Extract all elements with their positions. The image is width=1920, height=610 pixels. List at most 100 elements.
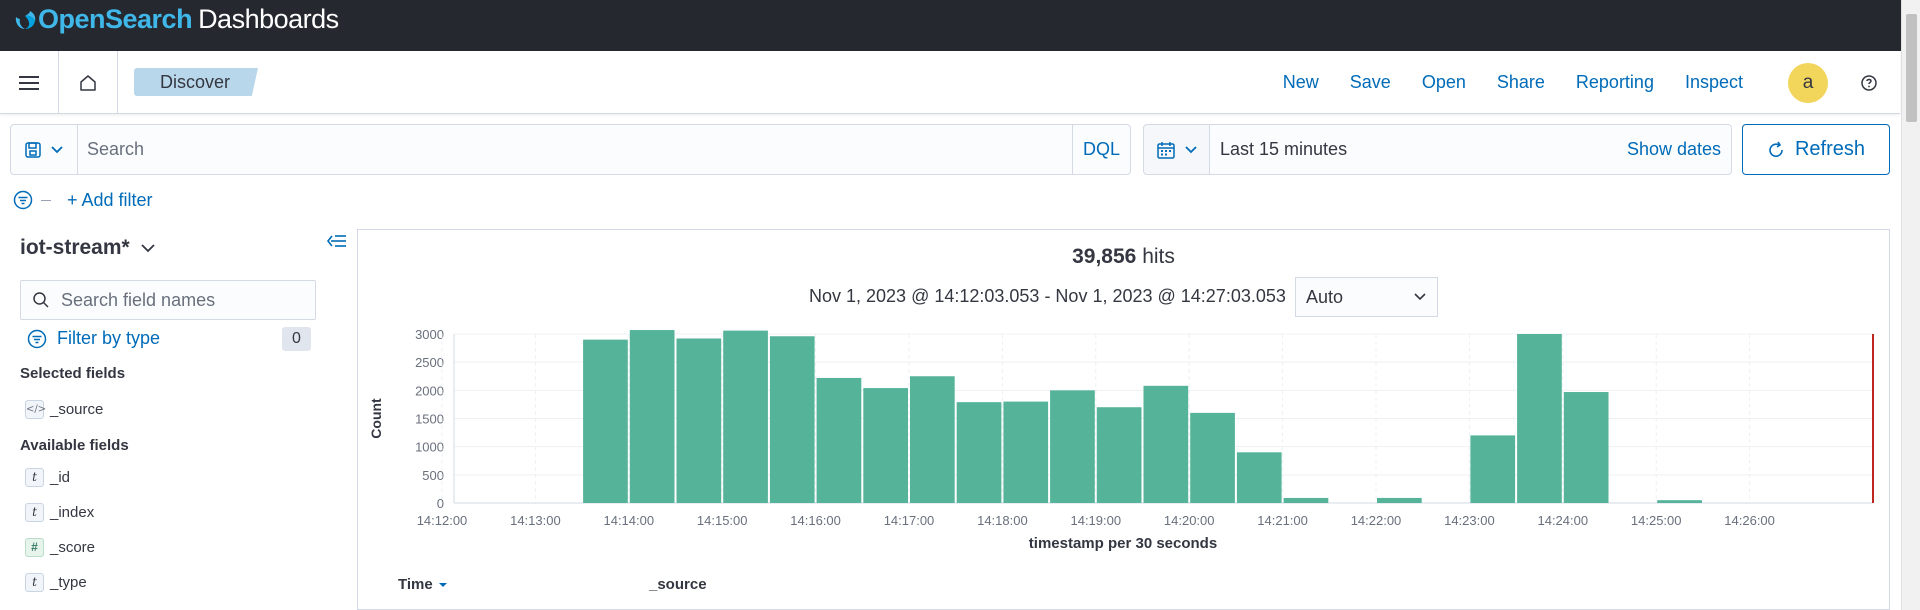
time-header-label: Time bbox=[398, 576, 433, 593]
filter-by-type-label: Filter by type bbox=[57, 328, 161, 348]
histogram-bar bbox=[1050, 390, 1095, 503]
filter-by-type-button[interactable]: Filter by type bbox=[27, 328, 160, 349]
x-tick-label: 14:15:00 bbox=[697, 513, 748, 526]
field-item[interactable]: t _id bbox=[25, 468, 70, 487]
x-tick-label: 14:17:00 bbox=[884, 513, 935, 526]
histogram-bar bbox=[1143, 385, 1189, 503]
hits-count: 39,856 bbox=[1072, 245, 1137, 268]
chevron-down-icon bbox=[51, 145, 63, 153]
x-tick-label: 14:25:00 bbox=[1631, 513, 1682, 526]
histogram-bar bbox=[910, 376, 955, 503]
home-button[interactable] bbox=[59, 51, 118, 114]
filter-menu-icon[interactable] bbox=[13, 190, 33, 210]
time-column-header[interactable]: Time bbox=[398, 576, 449, 593]
home-icon bbox=[80, 74, 96, 91]
menu-share-link[interactable]: Share bbox=[1496, 72, 1545, 92]
y-tick-label: 500 bbox=[422, 468, 444, 483]
field-name: _id bbox=[50, 469, 71, 486]
source-code-icon: </> bbox=[25, 400, 46, 419]
string-type-icon: t bbox=[25, 573, 44, 592]
nav-bar: Discover New Save Open Share Reporting I… bbox=[0, 51, 1900, 114]
brand-name-part2: Dashboards bbox=[198, 4, 339, 34]
menu-reporting-link[interactable]: Reporting bbox=[1575, 72, 1654, 92]
field-item[interactable]: # _score bbox=[25, 538, 95, 557]
histogram-bar bbox=[723, 330, 768, 503]
menu-toggle-button[interactable] bbox=[0, 51, 59, 114]
index-pattern-selector[interactable]: iot-stream* bbox=[20, 236, 156, 260]
selected-fields-header: Selected fields bbox=[20, 365, 126, 382]
x-tick-label: 14:23:00 bbox=[1444, 513, 1495, 526]
histogram-bar bbox=[1377, 497, 1422, 503]
field-name: _source bbox=[50, 401, 104, 418]
top-menu: New Save Open Share Reporting Inspect bbox=[1283, 51, 1743, 114]
menu-open-link[interactable]: Open bbox=[1421, 72, 1466, 92]
brand-logo[interactable]: OpenSearch Dashboards bbox=[12, 4, 339, 35]
time-range-display[interactable]: Last 15 minutes Show dates bbox=[1209, 124, 1732, 175]
available-fields-header: Available fields bbox=[20, 437, 129, 454]
hamburger-icon bbox=[19, 75, 39, 90]
field-item[interactable]: </> _source bbox=[25, 400, 103, 419]
x-axis-title: timestamp per 30 seconds bbox=[1028, 535, 1218, 552]
string-type-icon: t bbox=[25, 503, 44, 522]
breadcrumb-discover[interactable]: Discover bbox=[134, 68, 259, 96]
sort-down-icon[interactable] bbox=[437, 580, 449, 590]
x-tick-label: 14:24:00 bbox=[1537, 513, 1588, 526]
table-header-row bbox=[358, 570, 1889, 610]
field-item[interactable]: t _type bbox=[25, 573, 87, 592]
calendar-icon bbox=[1157, 141, 1175, 159]
add-filter-button[interactable]: + Add filter bbox=[67, 189, 153, 210]
field-search-input[interactable]: Search field names bbox=[20, 280, 316, 320]
collapse-sidebar-icon[interactable] bbox=[326, 233, 348, 249]
scrollbar-thumb[interactable] bbox=[1906, 14, 1917, 122]
x-tick-label: 14:16:00 bbox=[790, 513, 841, 526]
chevron-down-icon bbox=[1414, 293, 1426, 301]
y-tick-label: 2000 bbox=[415, 383, 444, 398]
y-tick-label: 3000 bbox=[415, 327, 444, 342]
filter-count-badge: 0 bbox=[282, 327, 311, 351]
y-axis-title: Count bbox=[368, 398, 384, 439]
menu-save-link[interactable]: Save bbox=[1349, 72, 1391, 92]
field-name: _score bbox=[50, 539, 96, 556]
page-scrollbar[interactable] bbox=[1901, 0, 1920, 610]
help-icon[interactable] bbox=[1859, 73, 1879, 93]
x-tick-label: 14:22:00 bbox=[1351, 513, 1402, 526]
histogram-bar bbox=[1236, 452, 1282, 503]
opensearch-logo-icon bbox=[15, 10, 36, 29]
histogram-bar bbox=[1190, 412, 1235, 503]
field-sidebar: iot-stream* Search field names Filter by… bbox=[0, 225, 348, 610]
interval-select[interactable]: Auto bbox=[1295, 277, 1438, 317]
user-avatar[interactable]: a bbox=[1788, 63, 1828, 103]
histogram-bar bbox=[816, 377, 862, 503]
index-pattern-label: iot-stream* bbox=[20, 236, 130, 259]
histogram-bar bbox=[1470, 435, 1516, 503]
x-tick-label: 14:14:00 bbox=[603, 513, 654, 526]
saved-queries-button[interactable] bbox=[10, 124, 77, 175]
time-range-label: Last 15 minutes bbox=[1220, 139, 1348, 159]
histogram-chart: 0 500 1000 1500 2000 2500 3000 14:12:00 14:13:00… bbox=[368, 327, 1874, 526]
refresh-button[interactable]: Refresh bbox=[1742, 124, 1890, 175]
hits-label: hits bbox=[1142, 245, 1175, 268]
interval-value: Auto bbox=[1306, 287, 1344, 307]
menu-new-link[interactable]: New bbox=[1282, 72, 1319, 92]
date-quick-select-button[interactable] bbox=[1143, 124, 1210, 175]
y-tick-label: 2500 bbox=[415, 355, 444, 370]
y-tick-label: 1500 bbox=[415, 412, 444, 427]
field-search-placeholder: Search field names bbox=[61, 290, 216, 310]
field-name: _index bbox=[50, 504, 95, 521]
chevron-down-icon bbox=[1185, 145, 1197, 153]
histogram-bar bbox=[1096, 407, 1142, 503]
histogram-bar bbox=[1657, 500, 1702, 503]
source-column-header: _source bbox=[649, 576, 707, 593]
query-language-button[interactable]: DQL bbox=[1072, 124, 1131, 175]
y-tick-label: 0 bbox=[437, 496, 444, 511]
x-tick-label: 14:26:00 bbox=[1724, 513, 1775, 526]
search-input[interactable]: Search bbox=[77, 124, 1073, 175]
time-range-text: Nov 1, 2023 @ 14:12:03.053 - Nov 1, 2023… bbox=[809, 286, 1286, 306]
show-dates-link[interactable]: Show dates bbox=[1626, 139, 1721, 159]
menu-inspect-link[interactable]: Inspect bbox=[1684, 72, 1743, 92]
save-disk-icon bbox=[25, 141, 41, 158]
field-item[interactable]: t _index bbox=[25, 503, 94, 522]
filter-divider bbox=[41, 199, 51, 201]
histogram-bar bbox=[769, 336, 815, 503]
filter-icon bbox=[27, 329, 47, 348]
